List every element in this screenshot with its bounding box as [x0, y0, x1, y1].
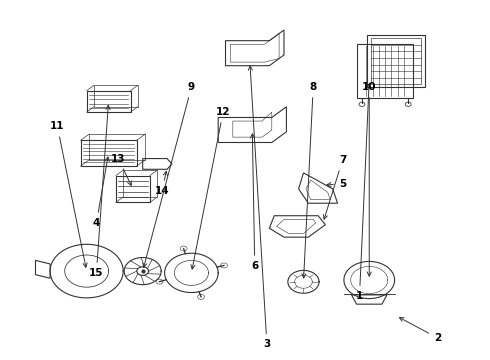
Bar [116, 176, 150, 202]
Bar [123, 170, 157, 197]
Text: 3: 3 [248, 66, 270, 349]
Text: 4: 4 [93, 157, 109, 228]
Text: 7: 7 [323, 156, 346, 219]
Text: 10: 10 [362, 82, 376, 276]
Bar [80, 140, 137, 166]
Text: 15: 15 [89, 105, 110, 278]
Text: 2: 2 [399, 318, 441, 343]
Text: 14: 14 [155, 171, 170, 196]
Text: 8: 8 [302, 82, 317, 278]
Bar [371, 38, 421, 84]
Text: 9: 9 [143, 82, 195, 267]
Text: 5: 5 [327, 179, 346, 189]
Bar [94, 85, 138, 107]
Bar [87, 91, 130, 112]
Text: 12: 12 [191, 107, 230, 269]
Text: 13: 13 [111, 154, 131, 185]
Bar [367, 35, 425, 87]
Text: 1: 1 [356, 84, 371, 301]
Bar [89, 134, 146, 159]
Text: 6: 6 [250, 134, 258, 271]
Bar [357, 44, 413, 98]
Text: 11: 11 [50, 121, 87, 267]
